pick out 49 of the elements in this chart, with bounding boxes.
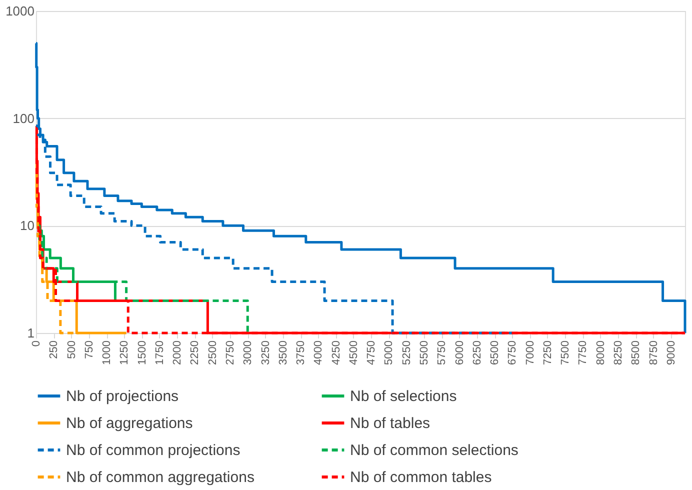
legend-label: Nb of common aggregations [66, 469, 254, 486]
x-tick-label: 5750 [436, 340, 448, 365]
x-tick-label: 3250 [260, 340, 272, 365]
x-tick-label: 5250 [400, 340, 413, 365]
legend-label: Nb of tables [350, 415, 430, 432]
x-tick-label: 4750 [366, 340, 378, 365]
x-tick-label: 1500 [136, 340, 148, 365]
legend-label: Nb of common selections [350, 442, 518, 459]
legend-label: Nb of common projections [66, 442, 240, 459]
x-tick-label: 750 [83, 340, 96, 359]
x-tick-label: 8750 [648, 340, 660, 365]
x-tick-label: 4000 [312, 340, 325, 365]
x-tick-label: 1000 [101, 340, 114, 365]
y-tick-label: 100 [12, 110, 34, 126]
x-tick-label: 2000 [172, 340, 184, 365]
x-tick-label: 8250 [612, 340, 624, 365]
y-tick-label: 1 [27, 326, 34, 340]
legend-label: Nb of selections [350, 388, 457, 405]
legend-label: Nb of aggregations [66, 415, 193, 432]
x-tick-label: 4500 [348, 340, 360, 365]
x-tick-label: 2750 [224, 340, 236, 365]
x-tick-label: 8500 [630, 340, 642, 365]
x-tick-label: 1250 [118, 340, 131, 365]
legend-label: Nb of common tables [350, 469, 492, 486]
x-tick-label: 0 [30, 340, 42, 347]
x-tick-label: 2500 [206, 340, 219, 365]
x-tick-label: 500 [66, 340, 78, 359]
x-tick-label: 8000 [594, 340, 607, 365]
x-tick-label: 5500 [418, 340, 430, 365]
x-tick-label: 3500 [277, 340, 290, 365]
y-tick-label: 1000 [6, 4, 34, 18]
x-tick-label: 3750 [295, 340, 308, 365]
x-tick-label: 9000 [665, 340, 678, 365]
legend-label: Nb of projections [66, 388, 179, 405]
y-tick-label: 10 [20, 218, 34, 234]
x-tick-label: 2250 [189, 340, 202, 365]
x-tick-label: 250 [48, 340, 60, 359]
x-tick-label: 6250 [471, 340, 484, 365]
x-tick-label: 7000 [524, 340, 536, 365]
x-tick-label: 7250 [542, 340, 554, 365]
x-tick-label: 7500 [560, 340, 572, 365]
x-tick-label: 6000 [454, 340, 466, 365]
x-tick-label: 6750 [506, 340, 519, 365]
x-tick-label: 6500 [489, 340, 502, 365]
x-tick-label: 3000 [242, 340, 254, 365]
x-tick-label: 5000 [383, 340, 396, 365]
x-tick-label: 4250 [330, 340, 342, 365]
x-tick-label: 7750 [577, 340, 590, 365]
x-tick-label: 1750 [154, 340, 166, 365]
